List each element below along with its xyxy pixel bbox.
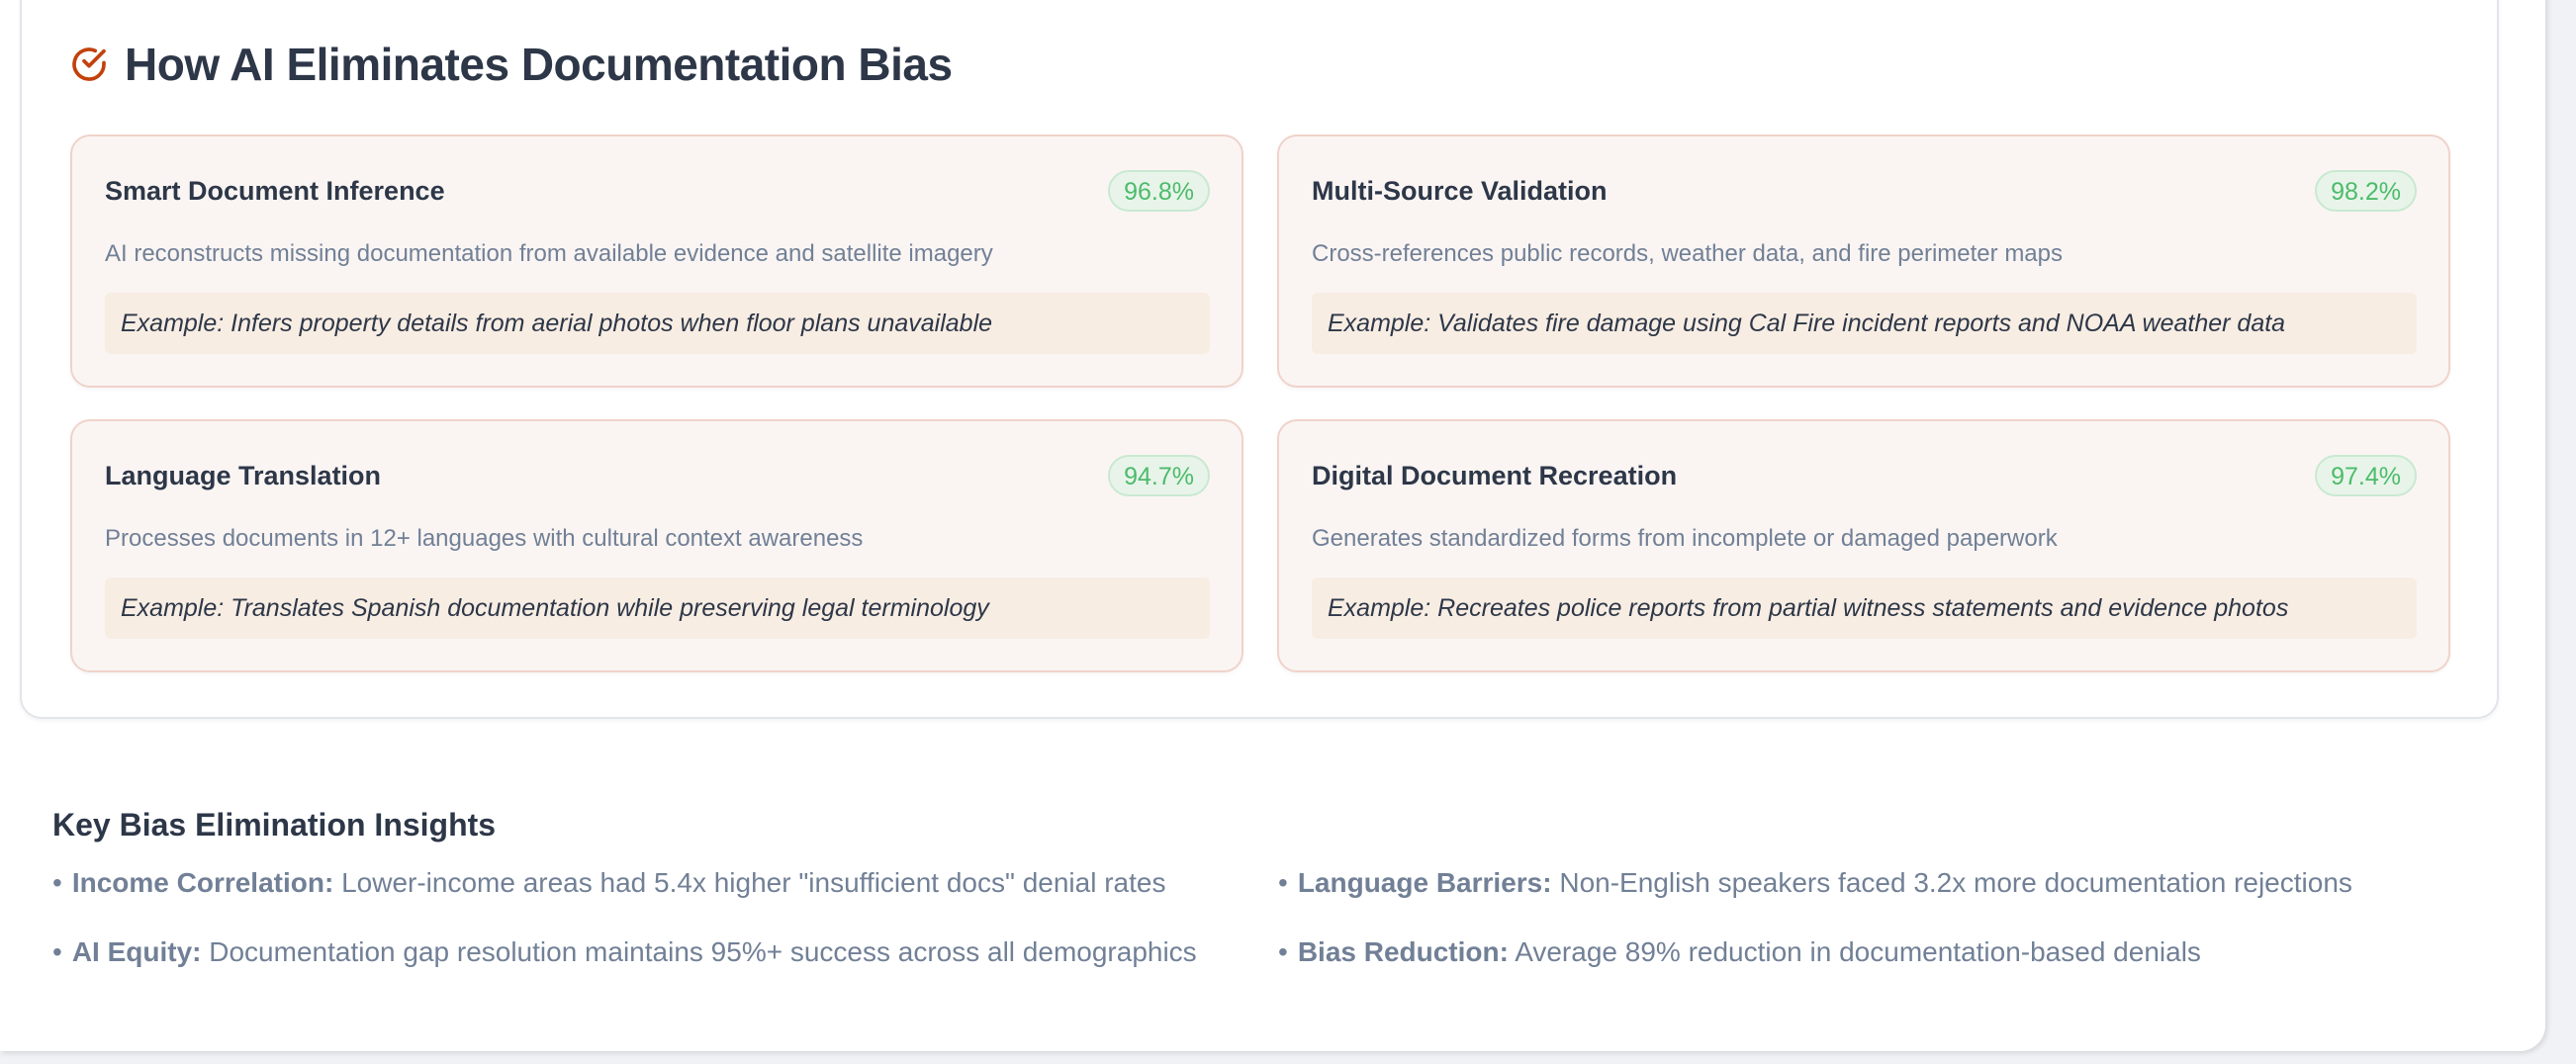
- section-title: How AI Eliminates Documentation Bias: [125, 39, 953, 90]
- card-title: Language Translation: [105, 461, 382, 490]
- card-example: Example: Infers property details from ae…: [105, 293, 1210, 354]
- accuracy-badge: 97.4%: [2315, 455, 2417, 496]
- bullet-icon: •: [52, 936, 62, 967]
- insight-item: • AI Equity: Documentation gap resolution…: [52, 936, 1197, 968]
- insight-label: Income Correlation:: [71, 867, 334, 898]
- feature-card-smart-document-inference: Smart Document Inference 96.8% AI recons…: [70, 134, 1243, 388]
- insight-label: Language Barriers:: [1297, 867, 1552, 898]
- bullet-icon: •: [1278, 867, 1288, 898]
- check-circle-icon: [72, 47, 106, 81]
- insight-label: Bias Reduction:: [1297, 936, 1509, 967]
- accuracy-badge: 96.8%: [1108, 170, 1210, 212]
- card-title: Digital Document Recreation: [1312, 461, 1678, 490]
- insight-text: Average 89% reduction in documentation-b…: [1515, 936, 2201, 967]
- section-header: How AI Eliminates Documentation Bias: [69, 38, 953, 91]
- feature-card-digital-document-recreation: Digital Document Recreation 97.4% Genera…: [1277, 419, 2450, 672]
- insight-item: • Income Correlation: Lower-income areas …: [52, 867, 1165, 899]
- card-example: Example: Validates fire damage using Cal…: [1312, 293, 2417, 354]
- accuracy-badge: 94.7%: [1108, 455, 1210, 496]
- insight-item: • Bias Reduction: Average 89% reduction i…: [1278, 936, 2201, 968]
- feature-card-multi-source-validation: Multi-Source Validation 98.2% Cross-refe…: [1277, 134, 2450, 388]
- card-title: Multi-Source Validation: [1312, 176, 1608, 206]
- insight-item: • Language Barriers: Non-English speakers…: [1278, 867, 2352, 899]
- card-description: AI reconstructs missing documentation fr…: [105, 240, 993, 267]
- feature-card-language-translation: Language Translation 94.7% Processes doc…: [70, 419, 1243, 672]
- card-example: Example: Translates Spanish documentatio…: [105, 577, 1210, 639]
- insights-title: Key Bias Elimination Insights: [52, 807, 497, 842]
- bullet-icon: •: [1278, 936, 1288, 967]
- card-description: Processes documents in 12+ languages wit…: [105, 525, 864, 552]
- insight-label: AI Equity:: [71, 936, 202, 967]
- insight-text: Non-English speakers faced 3.2x more doc…: [1559, 867, 2352, 898]
- card-description: Cross-references public records, weather…: [1312, 240, 2063, 267]
- accuracy-badge: 98.2%: [2315, 170, 2417, 212]
- card-description: Generates standardized forms from incomp…: [1312, 525, 2058, 552]
- insight-text: Documentation gap resolution maintains 9…: [209, 936, 1197, 967]
- insight-text: Lower-income areas had 5.4x higher "insu…: [341, 867, 1166, 898]
- card-title: Smart Document Inference: [105, 176, 445, 206]
- card-example: Example: Recreates police reports from p…: [1312, 577, 2417, 639]
- bullet-icon: •: [52, 867, 62, 898]
